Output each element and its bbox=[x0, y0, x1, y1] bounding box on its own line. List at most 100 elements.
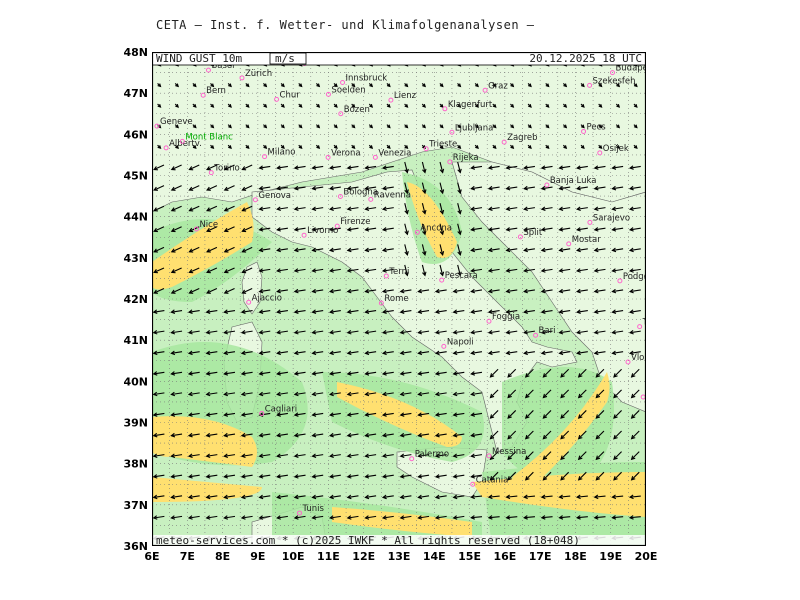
wind-arrow bbox=[364, 494, 377, 500]
city-name: Ancona bbox=[420, 223, 452, 233]
wind-arrow bbox=[434, 515, 447, 520]
wind-arrow bbox=[187, 474, 200, 479]
lat-tick-label: 37N bbox=[123, 499, 148, 512]
wind-arrow bbox=[280, 83, 285, 88]
wind-arrow bbox=[311, 330, 324, 335]
wind-arrow bbox=[452, 432, 465, 438]
city-marker: Rome bbox=[378, 294, 409, 306]
wind-arrow bbox=[240, 494, 253, 500]
wind-arrow bbox=[258, 330, 271, 335]
wind-arrow bbox=[633, 124, 638, 129]
wind-arrow bbox=[381, 165, 394, 170]
wind-arrow bbox=[276, 432, 288, 438]
lon-tick-label: 8E bbox=[215, 550, 230, 563]
wind-arrow bbox=[170, 309, 183, 314]
wind-arrow bbox=[628, 165, 641, 170]
wind-arrow bbox=[524, 368, 534, 378]
wind-arrow bbox=[381, 350, 394, 356]
wind-arrow bbox=[611, 206, 624, 212]
wind-arrow bbox=[364, 453, 377, 459]
wind-arrow bbox=[404, 144, 409, 149]
wind-arrow bbox=[298, 124, 303, 129]
wind-arrow bbox=[628, 330, 641, 335]
wind-arrow bbox=[577, 471, 587, 481]
wind-arrow bbox=[470, 432, 483, 438]
wind-arrow bbox=[452, 412, 465, 417]
wind-arrow bbox=[593, 515, 606, 520]
wind-arrow bbox=[223, 288, 235, 294]
wind-arrow bbox=[329, 330, 341, 335]
city-name: Budapest bbox=[615, 64, 646, 74]
wind-arrow bbox=[417, 371, 430, 376]
wind-arrow bbox=[613, 430, 622, 440]
city-name: Bari bbox=[539, 326, 556, 336]
wind-arrow bbox=[205, 391, 218, 397]
wind-arrow bbox=[329, 247, 341, 253]
wind-arrow bbox=[577, 389, 587, 399]
wind-arrow bbox=[188, 185, 200, 191]
wind-arrow bbox=[615, 103, 621, 108]
wind-arrow bbox=[540, 309, 553, 314]
wind-arrow bbox=[240, 432, 253, 438]
wind-arrow bbox=[487, 309, 500, 314]
city-name: Bern bbox=[206, 86, 226, 96]
wind-arrow bbox=[457, 244, 462, 256]
wind-arrow bbox=[598, 124, 603, 129]
wind-arrow bbox=[364, 330, 377, 335]
city-marker: Sarajevo bbox=[587, 213, 630, 225]
city-name: Bozen bbox=[344, 105, 370, 115]
city-marker: Foggia bbox=[486, 312, 520, 324]
wind-arrow bbox=[206, 164, 218, 171]
wind-arrow bbox=[364, 432, 377, 438]
wind-arrow bbox=[399, 474, 412, 479]
wind-arrow bbox=[311, 412, 324, 417]
wind-arrow bbox=[633, 83, 638, 88]
lon-tick-label: 10E bbox=[282, 550, 305, 563]
wind-arrow bbox=[434, 330, 447, 335]
wind-arrow bbox=[157, 144, 162, 149]
wind-arrow bbox=[404, 203, 409, 215]
city-marker: Innsbruck bbox=[340, 73, 387, 85]
wind-arrow bbox=[507, 389, 517, 399]
map-border bbox=[152, 52, 646, 546]
wind-arrow bbox=[293, 432, 306, 438]
map-title: CETA — Inst. f. Wetter- und Klimafolgena… bbox=[156, 18, 535, 32]
wind-arrow bbox=[540, 288, 553, 294]
wind-arrow bbox=[170, 391, 183, 397]
wind-arrow bbox=[558, 330, 571, 335]
wind-arrow bbox=[170, 412, 183, 417]
wind-arrow bbox=[523, 350, 535, 356]
wind-arrow bbox=[205, 309, 218, 314]
wind-arrow bbox=[540, 494, 553, 500]
city-marker: Podgorica bbox=[617, 272, 646, 284]
wind-arrow bbox=[630, 430, 640, 440]
wind-arrow bbox=[560, 430, 570, 440]
wind-arrow bbox=[368, 144, 374, 149]
wind-arrow bbox=[223, 391, 236, 397]
wind-arrow bbox=[542, 410, 552, 419]
wind-arrow bbox=[170, 205, 182, 212]
wind-arrow bbox=[276, 206, 288, 212]
city-marker: Bozen bbox=[338, 105, 370, 117]
lon-tick-label: 16E bbox=[493, 550, 516, 563]
city-marker: Ljubljana bbox=[449, 123, 493, 135]
city-marker: Tirana bbox=[637, 318, 646, 330]
lon-tick-label: 20E bbox=[635, 550, 658, 563]
city-marker: Messina bbox=[486, 447, 526, 459]
wind-arrow bbox=[576, 330, 588, 335]
wind-arrow bbox=[152, 309, 165, 314]
wind-arrow bbox=[439, 103, 444, 108]
wind-arrow bbox=[298, 103, 303, 108]
city-marker: Bern bbox=[200, 86, 226, 98]
wind-arrow bbox=[329, 474, 341, 479]
wind-arrow bbox=[263, 124, 268, 129]
wind-arrow bbox=[470, 474, 483, 479]
wind-arrow bbox=[470, 412, 483, 417]
wind-arrow bbox=[505, 494, 518, 500]
wind-arrow bbox=[210, 103, 215, 108]
wind-arrow bbox=[241, 226, 253, 233]
wind-arrow bbox=[245, 124, 250, 129]
wind-arrow bbox=[381, 453, 394, 459]
wind-arrow bbox=[364, 165, 377, 170]
wind-arrow bbox=[523, 494, 535, 500]
